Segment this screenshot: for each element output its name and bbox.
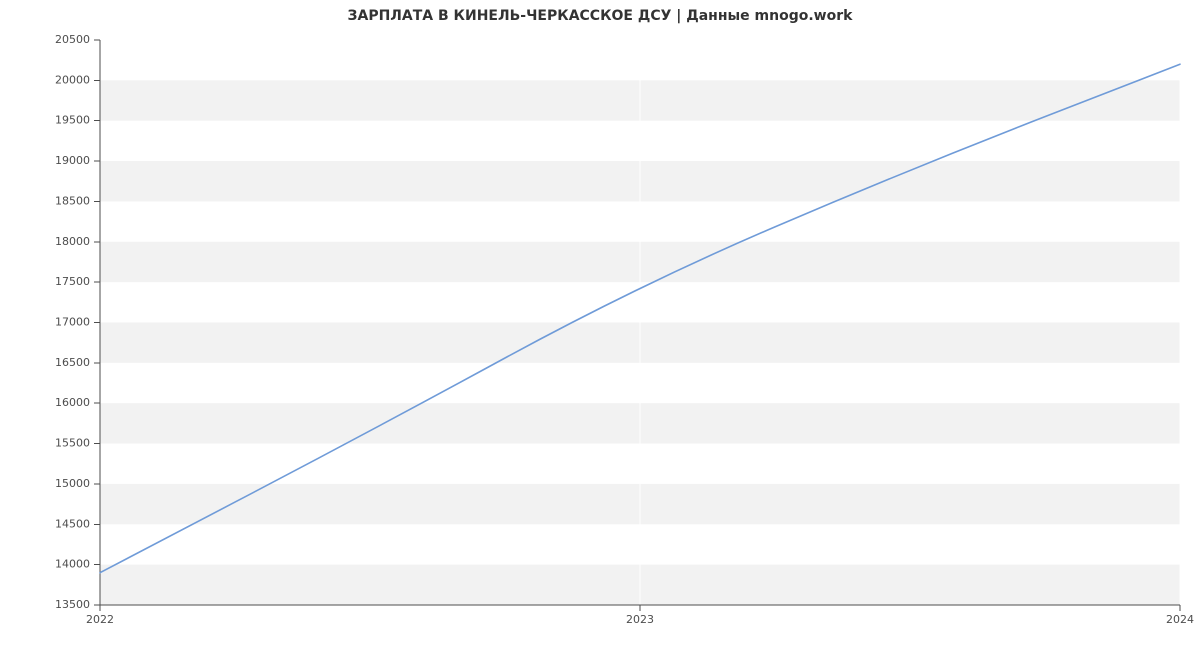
y-tick-label: 18500: [55, 194, 90, 207]
y-tick-label: 19000: [55, 154, 90, 167]
y-tick-label: 16500: [55, 356, 90, 369]
y-tick-label: 13500: [55, 598, 90, 611]
y-tick-label: 14500: [55, 517, 90, 530]
y-tick-label: 15000: [55, 477, 90, 490]
x-tick-label: 2023: [626, 613, 654, 626]
x-tick-label: 2022: [86, 613, 114, 626]
chart-title: ЗАРПЛАТА В КИНЕЛЬ-ЧЕРКАССКОЕ ДСУ | Данны…: [0, 8, 1200, 24]
y-tick-label: 17000: [55, 316, 90, 329]
y-tick-label: 18000: [55, 235, 90, 248]
y-tick-label: 17500: [55, 275, 90, 288]
chart-svg: 13500 14000 14500 15000 15500 16000 16500 17000…: [0, 0, 1200, 650]
y-tick-label: 20000: [55, 73, 90, 86]
y-tick-label: 15500: [55, 437, 90, 450]
y-tick-label: 16000: [55, 396, 90, 409]
line-chart: ЗАРПЛАТА В КИНЕЛЬ-ЧЕРКАССКОЕ ДСУ | Данны…: [0, 0, 1200, 650]
y-tick-label: 20500: [55, 33, 90, 46]
y-tick-label: 14000: [55, 558, 90, 571]
x-tick-label: 2024: [1166, 613, 1194, 626]
y-tick-label: 19500: [55, 114, 90, 127]
